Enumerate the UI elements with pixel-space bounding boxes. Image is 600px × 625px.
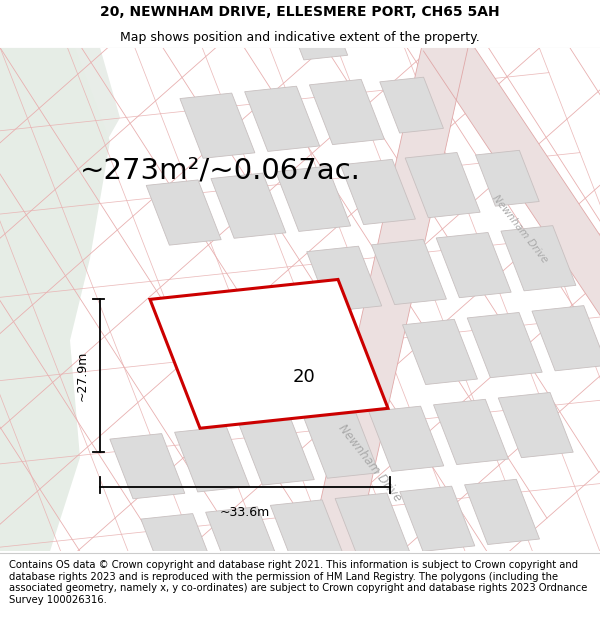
Text: ~273m²/~0.067ac.: ~273m²/~0.067ac.	[80, 156, 361, 184]
Text: Newnham Drive: Newnham Drive	[336, 422, 404, 504]
Text: 20: 20	[293, 368, 316, 386]
Polygon shape	[141, 514, 216, 579]
Text: Map shows position and indicative extent of the property.: Map shows position and indicative extent…	[120, 31, 480, 44]
Text: Contains OS data © Crown copyright and database right 2021. This information is : Contains OS data © Crown copyright and d…	[9, 560, 587, 605]
Polygon shape	[271, 500, 346, 565]
Polygon shape	[380, 78, 443, 133]
Text: 20, NEWNHAM DRIVE, ELLESMERE PORT, CH65 5AH: 20, NEWNHAM DRIVE, ELLESMERE PORT, CH65 …	[100, 5, 500, 19]
Polygon shape	[501, 226, 576, 291]
Polygon shape	[284, 4, 347, 60]
Polygon shape	[275, 166, 350, 231]
Polygon shape	[239, 420, 314, 485]
Text: Newnham Drive: Newnham Drive	[490, 193, 550, 265]
Polygon shape	[307, 246, 382, 311]
Polygon shape	[434, 399, 508, 464]
Polygon shape	[0, 48, 120, 551]
Polygon shape	[308, 18, 472, 569]
Polygon shape	[180, 93, 255, 158]
Polygon shape	[498, 392, 573, 458]
Polygon shape	[476, 151, 539, 206]
Polygon shape	[464, 479, 539, 544]
Polygon shape	[304, 413, 379, 478]
Polygon shape	[335, 493, 410, 558]
Polygon shape	[405, 152, 480, 218]
Polygon shape	[403, 319, 478, 384]
Text: ~27.9m: ~27.9m	[76, 351, 89, 401]
Polygon shape	[175, 427, 250, 492]
Polygon shape	[245, 86, 320, 151]
Polygon shape	[340, 159, 415, 224]
Polygon shape	[150, 279, 388, 428]
Polygon shape	[424, 21, 600, 321]
Polygon shape	[467, 312, 542, 378]
Polygon shape	[310, 79, 385, 144]
Polygon shape	[400, 486, 475, 551]
Polygon shape	[532, 306, 600, 371]
Polygon shape	[211, 173, 286, 238]
Polygon shape	[0, 48, 110, 551]
Polygon shape	[146, 180, 221, 245]
Polygon shape	[206, 507, 281, 572]
Polygon shape	[371, 239, 446, 304]
Polygon shape	[110, 434, 185, 499]
Polygon shape	[436, 232, 511, 298]
Polygon shape	[369, 406, 444, 471]
Text: ~33.6m: ~33.6m	[220, 506, 270, 519]
